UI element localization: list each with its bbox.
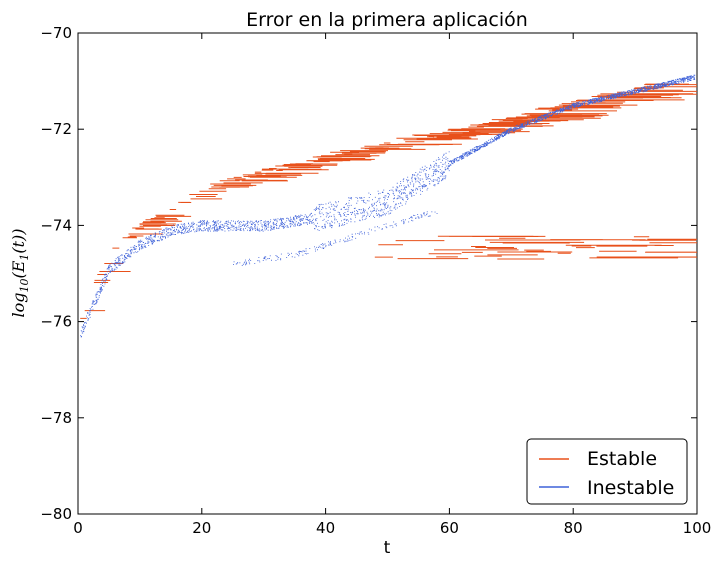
x-tick-label: 100 bbox=[683, 519, 712, 537]
x-tick-label: 60 bbox=[440, 519, 459, 537]
y-tick-label: −72 bbox=[40, 120, 72, 138]
x-tick-label: 80 bbox=[564, 519, 583, 537]
legend-label-inestable: Inestable bbox=[587, 477, 674, 499]
plot-area bbox=[77, 32, 698, 515]
y-tick-label: −74 bbox=[40, 216, 72, 234]
y-tick-label: −70 bbox=[40, 24, 72, 42]
x-tick-label: 40 bbox=[316, 519, 335, 537]
legend-label-estable: Estable bbox=[587, 448, 657, 470]
y-axis-ticks: −80 −78 −76 −74 −72 −70 bbox=[40, 24, 697, 523]
y-tick-label: −80 bbox=[40, 505, 72, 523]
x-tick-label: 20 bbox=[192, 519, 211, 537]
y-tick-label: −76 bbox=[40, 313, 72, 331]
y-axis-label: log10(E1(t)) bbox=[9, 228, 31, 317]
x-axis-label: t bbox=[384, 538, 391, 558]
x-axis-ticks: 0 20 40 60 80 100 bbox=[73, 33, 711, 537]
chart-title: Error en la primera aplicación bbox=[246, 9, 528, 31]
series-inestable-marks bbox=[80, 74, 696, 338]
series-inestable-points bbox=[80, 74, 696, 338]
y-tick-label: −78 bbox=[40, 409, 72, 427]
x-tick-label: 0 bbox=[73, 519, 83, 537]
legend: Estable Inestable bbox=[526, 438, 688, 505]
